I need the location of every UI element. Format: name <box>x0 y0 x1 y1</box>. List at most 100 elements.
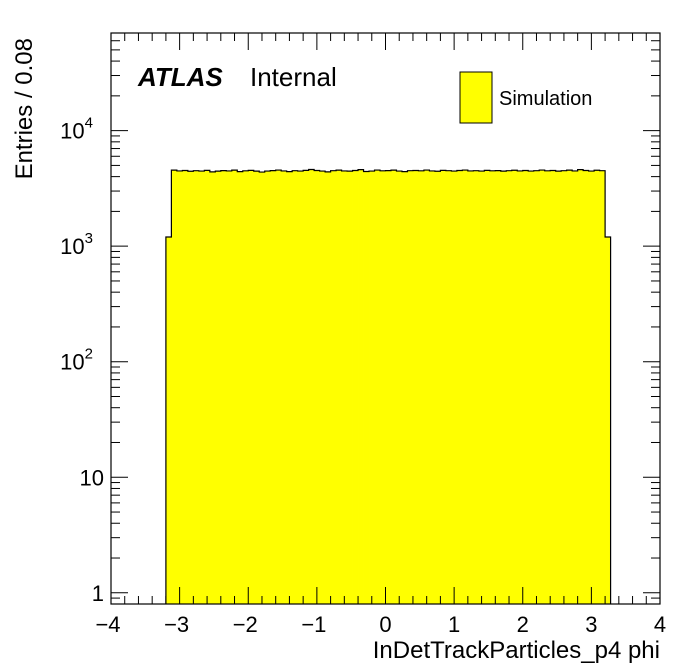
histogram-bin <box>215 171 222 604</box>
x-tick-label: 0 <box>379 612 391 637</box>
histogram-bin <box>588 171 595 604</box>
histogram-bin <box>566 170 573 605</box>
histogram-outline <box>165 168 612 604</box>
histogram-bin <box>297 171 304 604</box>
histogram-bin <box>204 170 211 604</box>
y-axis-title: Entries / 0.08 <box>11 38 38 179</box>
histogram-bin <box>165 237 172 604</box>
histogram-bin <box>242 170 249 604</box>
histogram-bin <box>341 170 348 604</box>
histogram-bin <box>434 171 441 604</box>
histogram-bin <box>253 171 260 604</box>
histogram-bin <box>347 171 353 604</box>
histogram-bin <box>445 170 452 604</box>
y-tick-label: 1 <box>92 581 104 606</box>
x-tick-label: −1 <box>301 612 326 637</box>
histogram-bin <box>237 171 244 604</box>
x-tick-label: −3 <box>164 612 189 637</box>
histogram-bin <box>358 169 364 605</box>
histogram-bin <box>314 170 321 604</box>
legend-swatch-simulation <box>459 71 493 124</box>
histogram-bin <box>171 170 178 605</box>
histogram-bin <box>226 170 233 604</box>
histogram-bin <box>396 171 403 604</box>
histogram-bin <box>583 170 590 604</box>
histogram-bin <box>248 170 255 604</box>
y-tick-label: 102 <box>60 346 93 375</box>
x-tick-label: 2 <box>517 612 529 637</box>
histogram-bars <box>165 168 612 605</box>
atlas-label-internal: Internal <box>250 62 337 92</box>
histogram-bin <box>539 170 546 604</box>
x-tick-label: 4 <box>654 612 666 637</box>
histogram-bin <box>429 170 436 604</box>
histogram-bin <box>561 170 568 604</box>
histogram-bin <box>374 170 381 604</box>
histogram-bin <box>605 237 611 604</box>
x-tick-label: −4 <box>95 612 120 637</box>
histogram-bin <box>259 172 266 604</box>
histogram-bin <box>495 170 502 604</box>
histogram-bin <box>281 170 288 604</box>
histogram-bin <box>231 170 238 605</box>
histogram-bin <box>369 171 375 604</box>
histogram-bin <box>456 170 463 604</box>
histogram-bin <box>380 170 386 604</box>
histogram-bin <box>594 170 601 605</box>
histogram-bin <box>511 170 518 605</box>
histogram-bin <box>198 171 205 604</box>
y-tick-label: 104 <box>60 115 93 144</box>
atlas-label-bold: ATLAS <box>137 62 223 92</box>
x-axis-title: InDetTrackParticles_p4 phi <box>373 637 660 664</box>
histogram-bin <box>264 171 271 604</box>
histogram-bin <box>352 170 359 604</box>
histogram-bin <box>336 170 342 605</box>
histogram-bin <box>176 170 183 604</box>
histogram-bin <box>500 171 507 604</box>
histogram-bin <box>319 171 326 604</box>
histogram-bin <box>182 170 189 604</box>
histogram-bin <box>286 171 293 604</box>
histogram-bin <box>308 169 315 604</box>
histogram-bin <box>220 170 227 604</box>
histogram-bin <box>473 170 480 604</box>
legend-label-simulation: Simulation <box>499 88 592 110</box>
histogram-bin <box>385 170 392 604</box>
histogram-bin <box>275 170 282 604</box>
histogram-bin <box>401 171 408 604</box>
axis-ticks <box>110 32 661 605</box>
histogram-bin <box>451 171 458 604</box>
histogram-bin <box>292 170 299 604</box>
histogram-bin <box>517 170 524 604</box>
histogram-bin <box>572 170 579 604</box>
histogram-bin <box>462 170 469 604</box>
x-tick-label: 1 <box>448 612 460 637</box>
histogram-bin <box>193 170 200 604</box>
histogram-bin <box>330 170 337 604</box>
y-tick-label: 103 <box>60 230 93 259</box>
tick-labels: −4 −3 −2 −1 0 1 2 3 4 1 10 102 103 104 <box>60 115 666 637</box>
atlas-label: ATLAS Internal <box>137 62 337 92</box>
histogram-bin <box>484 170 491 604</box>
histogram-bin <box>363 171 370 604</box>
histogram-bin <box>325 171 331 604</box>
histogram-bin <box>533 170 540 604</box>
histogram-bin <box>440 170 447 604</box>
legend: Simulation <box>459 71 592 124</box>
histogram-bin <box>467 170 474 604</box>
histogram-bin <box>550 170 557 604</box>
x-tick-label: 3 <box>585 612 597 637</box>
histogram-bin <box>528 171 535 604</box>
histogram-bin <box>303 170 310 604</box>
histogram-bin <box>555 171 562 604</box>
histogram-bin <box>599 170 606 604</box>
histogram-bin <box>187 171 194 604</box>
histogram-bin <box>209 171 216 604</box>
histogram-bin <box>407 170 414 604</box>
histogram-bin <box>577 169 584 605</box>
histogram-bin <box>270 170 277 604</box>
histogram-bin <box>418 170 425 604</box>
histogram-bin <box>478 171 485 604</box>
histogram-bin <box>544 170 551 604</box>
